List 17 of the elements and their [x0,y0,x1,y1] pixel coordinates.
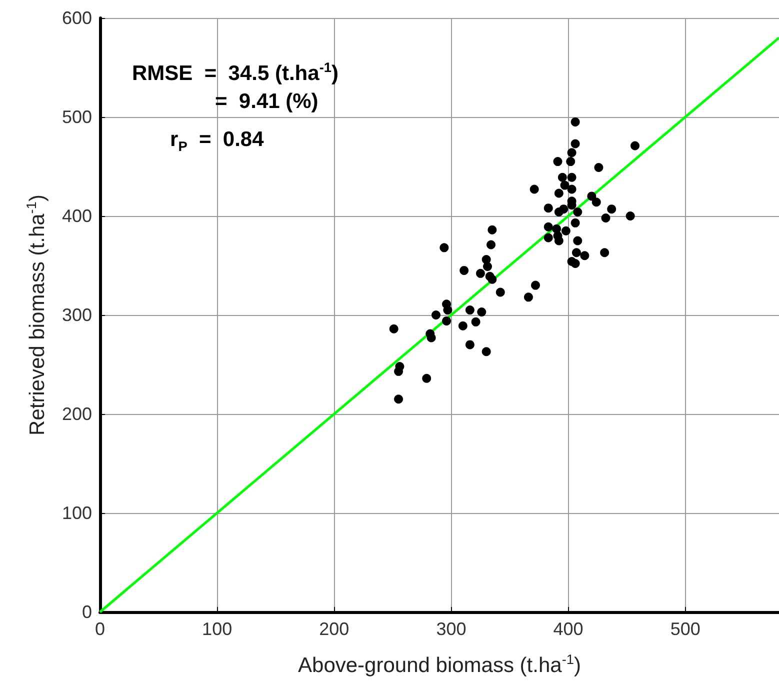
y-tick-label: 300 [62,305,92,325]
y-tick-label: 200 [62,404,92,424]
x-tick-label: 200 [319,619,350,639]
x-tick-label: 100 [202,619,232,639]
y-tick-label: 100 [62,503,92,523]
annotation: = 9.41 (%) [215,90,318,114]
annotation: r$_{P}$ = 0.84 [170,128,264,154]
annotation: RMSE = 34.5 (t.ha$^{-1}$) [132,60,338,86]
x-tick-label: 300 [436,619,466,639]
y-tick-label: 400 [62,206,92,226]
y-tick-label: 0 [82,602,92,622]
x-tick-label: 400 [553,619,584,639]
x-axis-title: Above-ground biomass (t.ha$^{-1}$) [297,652,582,678]
y-tick-label: 600 [62,8,92,28]
y-tick-label: 500 [62,107,92,127]
x-tick-label: 500 [670,619,700,639]
x-tick-label: 0 [94,619,106,639]
